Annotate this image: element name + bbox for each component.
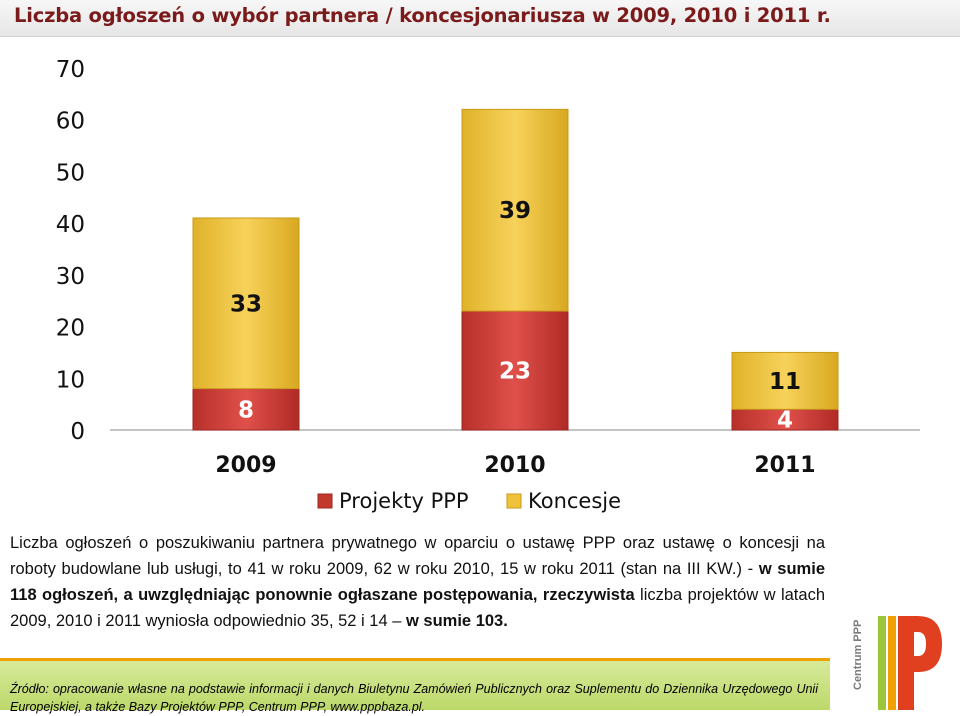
x-tick-label: 2011	[754, 453, 815, 478]
bar-koncesje-2009	[192, 217, 300, 390]
description-bold-1: w sumie 118 ogłoszeń, a uwzględniając po…	[10, 560, 825, 604]
legend-label: Koncesje	[528, 489, 621, 513]
description-text-1: Liczba ogłoszeń o poszukiwaniu partnera …	[10, 534, 825, 578]
y-tick-label: 40	[56, 212, 85, 238]
centrum-ppp-logo	[878, 616, 942, 710]
legend-label: Projekty PPP	[339, 489, 469, 513]
data-label: 23	[499, 359, 531, 385]
bar-koncesje-2010	[461, 108, 569, 312]
data-label: 33	[230, 291, 262, 317]
x-tick-label: 2009	[215, 453, 276, 478]
bar-koncesje-2011	[731, 351, 839, 410]
y-tick-label: 10	[56, 367, 85, 393]
footer-rule	[0, 658, 830, 661]
description: Liczba ogłoszeń o poszukiwaniu partnera …	[10, 530, 825, 634]
y-tick-label: 70	[56, 57, 85, 83]
y-tick-label: 0	[70, 419, 85, 445]
data-label: 8	[238, 397, 254, 423]
legend-swatch-0	[317, 493, 333, 509]
data-label: 11	[769, 369, 801, 395]
source-note: Źródło: opracowanie własne na podstawie …	[10, 682, 818, 714]
x-tick-label: 2010	[484, 453, 545, 478]
y-tick-label: 50	[56, 160, 85, 186]
title-bar: Liczba ogłoszeń o wybór partnera / konce…	[0, 0, 960, 37]
data-label: 4	[777, 408, 793, 434]
page-title: Liczba ogłoszeń o wybór partnera / konce…	[14, 4, 831, 27]
y-tick-label: 30	[56, 264, 85, 290]
data-label: 39	[499, 198, 531, 224]
description-text-2: liczba projektów w latach 2009, 2010 i 2…	[10, 586, 825, 630]
bar-projekty-ppp-2009	[192, 388, 300, 431]
legend-swatch-1	[506, 493, 522, 509]
logo-text: Centrum PPP	[852, 619, 864, 690]
y-tick-label: 60	[56, 109, 85, 135]
description-bold-2: w sumie 103.	[406, 612, 508, 630]
y-tick-label: 20	[56, 316, 85, 342]
footer-band	[0, 661, 830, 710]
